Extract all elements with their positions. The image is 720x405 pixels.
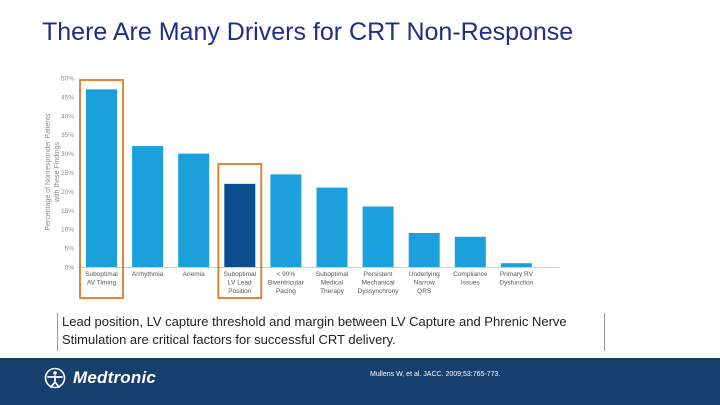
caption-box: Lead position, LV capture threshold and … [57,313,605,351]
bar [316,187,348,267]
medtronic-figure-icon [44,367,66,389]
x-tick-label: Anemia [183,271,205,278]
medtronic-logo: Medtronic [42,367,156,389]
bar [132,146,164,267]
y-tick-label: 35% [61,132,74,139]
bar [178,153,210,267]
y-tick-label: 25% [61,170,74,177]
y-tick-label: 50% [61,76,74,83]
y-tick-label: 5% [65,246,75,253]
x-tick-label: Primary RV Dysfunction [499,271,533,287]
x-tick-label: Suboptimal AV Timing [85,271,118,287]
highlight-box [217,163,263,299]
y-axis-title: Percentage of Nonresponder Patients with … [45,113,61,231]
y-tick-label: 20% [61,189,74,196]
bar [86,89,117,267]
y-tick-label: 40% [61,113,74,120]
y-tick-label: 15% [61,208,74,215]
logo-text: Medtronic [73,368,157,387]
x-tick-label: Suboptimal Medical Therapy [316,271,349,295]
bar [454,236,486,267]
bar [408,232,440,267]
citation: Mullens W, et al. JACC. 2009;53:765-773. [370,371,501,378]
caption-line-2: Stimulation are critical factors for suc… [62,332,396,347]
y-tick-label: 30% [61,151,74,158]
slide-title: There Are Many Drivers for CRT Non-Respo… [42,18,574,46]
bar [270,174,302,267]
bar [500,263,532,267]
y-tick-label: 10% [61,227,74,234]
x-tick-label: Suboptimal LV Lead Position [224,271,257,295]
bar-chart: 0% 5% 10% 15% 20% 25% 30% 35% 40% 45% 50% Percentag… [45,76,560,299]
highlight-box [79,79,124,299]
y-tick-label: 0% [65,265,75,272]
x-tick-label: Underlying Narrow QRS [409,271,440,295]
bar [362,206,394,267]
x-tick-label: Persistent Mechanical Dyssynchrony [358,271,400,295]
x-tick-label: Arrhythmia [132,271,164,278]
bar [224,183,256,267]
y-tick-label: 45% [61,94,74,101]
caption-line-1: Lead position, LV capture threshold and … [62,314,567,329]
x-tick-label: < 90% Biventricular Pacing [268,271,305,295]
footer-bar: Medtronic Mullens W, et al. JACC. 2009;5… [0,358,720,405]
x-tick-label: Compliance Issues [453,271,488,287]
